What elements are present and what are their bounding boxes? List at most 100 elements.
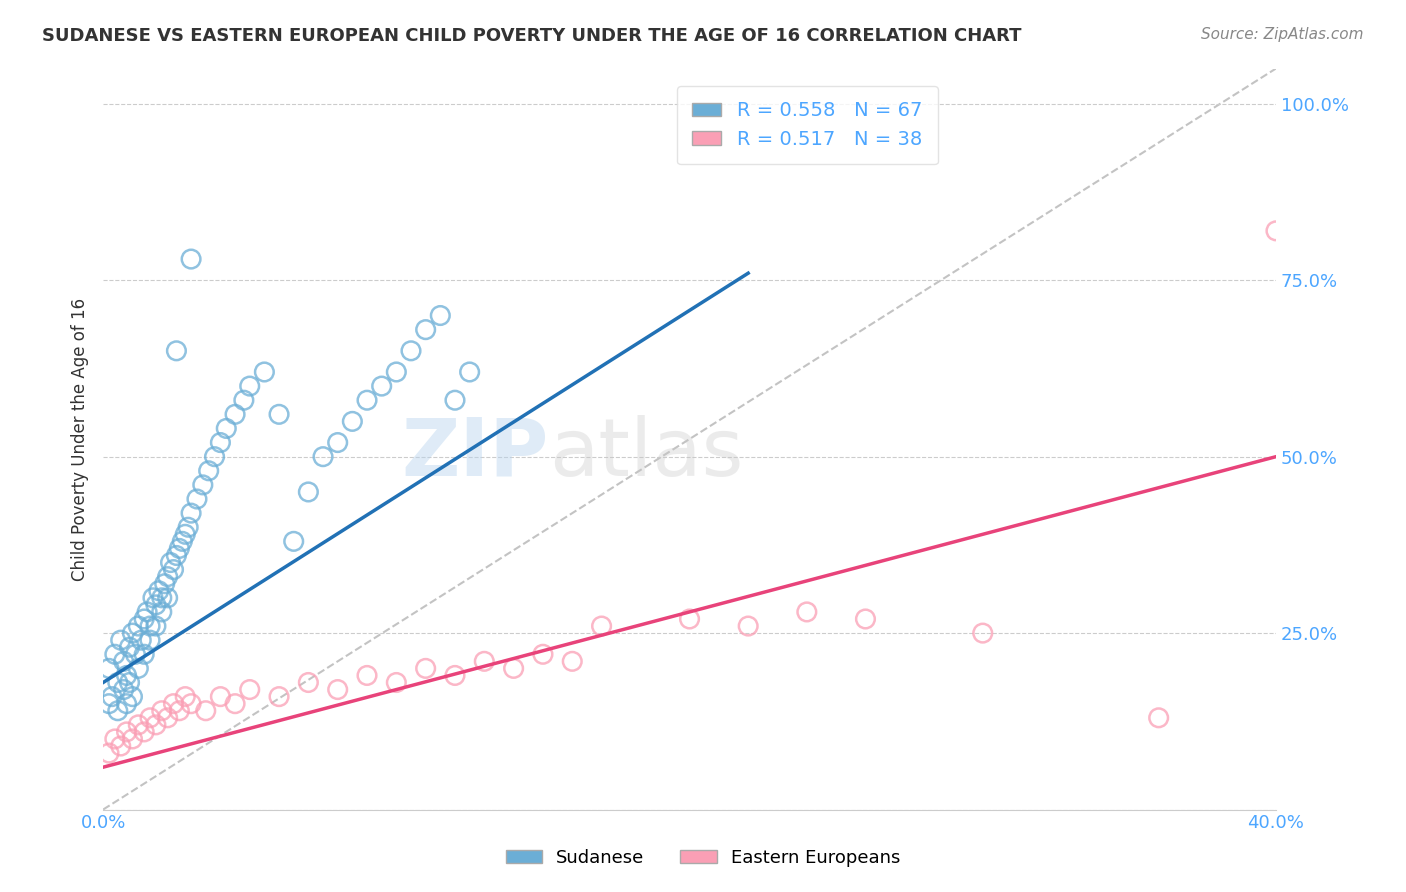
Point <box>165 549 187 563</box>
Point <box>385 675 408 690</box>
Point <box>444 393 467 408</box>
Point <box>110 739 132 753</box>
Y-axis label: Child Poverty Under the Age of 16: Child Poverty Under the Age of 16 <box>72 297 89 581</box>
Point <box>737 619 759 633</box>
Point <box>121 690 143 704</box>
Point <box>972 626 994 640</box>
Point <box>156 569 179 583</box>
Point <box>112 682 135 697</box>
Point <box>561 654 583 668</box>
Point <box>502 661 524 675</box>
Point <box>855 612 877 626</box>
Text: Source: ZipAtlas.com: Source: ZipAtlas.com <box>1201 27 1364 42</box>
Point <box>127 718 149 732</box>
Point <box>115 697 138 711</box>
Point <box>156 591 179 605</box>
Point <box>326 682 349 697</box>
Point <box>267 690 290 704</box>
Point <box>134 612 156 626</box>
Point <box>326 435 349 450</box>
Point <box>415 323 437 337</box>
Point <box>224 697 246 711</box>
Point <box>370 379 392 393</box>
Point <box>796 605 818 619</box>
Point <box>342 414 364 428</box>
Point <box>134 725 156 739</box>
Point <box>197 464 219 478</box>
Point <box>150 591 173 605</box>
Point <box>180 697 202 711</box>
Point <box>458 365 481 379</box>
Point <box>139 619 162 633</box>
Point <box>121 731 143 746</box>
Point <box>169 704 191 718</box>
Point <box>232 393 254 408</box>
Point <box>191 478 214 492</box>
Point <box>121 626 143 640</box>
Point <box>127 619 149 633</box>
Point <box>356 393 378 408</box>
Point <box>678 612 700 626</box>
Point <box>239 379 262 393</box>
Point <box>209 690 232 704</box>
Point <box>145 619 167 633</box>
Point <box>312 450 335 464</box>
Point <box>98 697 121 711</box>
Point <box>297 675 319 690</box>
Point <box>142 591 165 605</box>
Point <box>356 668 378 682</box>
Point <box>115 725 138 739</box>
Point <box>162 563 184 577</box>
Point <box>162 697 184 711</box>
Point <box>169 541 191 556</box>
Legend: R = 0.558   N = 67, R = 0.517   N = 38: R = 0.558 N = 67, R = 0.517 N = 38 <box>676 86 938 164</box>
Point <box>472 654 495 668</box>
Point <box>204 450 226 464</box>
Point <box>139 711 162 725</box>
Point <box>107 704 129 718</box>
Point <box>531 647 554 661</box>
Text: atlas: atlas <box>548 415 744 493</box>
Point <box>104 647 127 661</box>
Point <box>129 633 152 648</box>
Point <box>139 633 162 648</box>
Point <box>174 690 197 704</box>
Point <box>1147 711 1170 725</box>
Point <box>385 365 408 379</box>
Point <box>283 534 305 549</box>
Point <box>156 711 179 725</box>
Point <box>115 668 138 682</box>
Point <box>415 661 437 675</box>
Point <box>145 598 167 612</box>
Point <box>107 675 129 690</box>
Legend: Sudanese, Eastern Europeans: Sudanese, Eastern Europeans <box>498 842 908 874</box>
Point <box>148 583 170 598</box>
Point <box>98 661 121 675</box>
Point <box>124 647 146 661</box>
Point <box>591 619 613 633</box>
Point <box>297 485 319 500</box>
Point <box>101 690 124 704</box>
Point <box>118 640 141 655</box>
Point <box>153 576 176 591</box>
Point <box>150 605 173 619</box>
Point <box>444 668 467 682</box>
Point <box>399 343 422 358</box>
Point <box>112 654 135 668</box>
Point <box>145 718 167 732</box>
Point <box>224 407 246 421</box>
Point <box>110 633 132 648</box>
Point <box>429 309 451 323</box>
Text: SUDANESE VS EASTERN EUROPEAN CHILD POVERTY UNDER THE AGE OF 16 CORRELATION CHART: SUDANESE VS EASTERN EUROPEAN CHILD POVER… <box>42 27 1022 45</box>
Point <box>118 675 141 690</box>
Point <box>174 527 197 541</box>
Point <box>134 647 156 661</box>
Point <box>180 252 202 266</box>
Point <box>150 704 173 718</box>
Point <box>165 343 187 358</box>
Point <box>209 435 232 450</box>
Point <box>1265 224 1288 238</box>
Point <box>253 365 276 379</box>
Point <box>177 520 200 534</box>
Point <box>104 731 127 746</box>
